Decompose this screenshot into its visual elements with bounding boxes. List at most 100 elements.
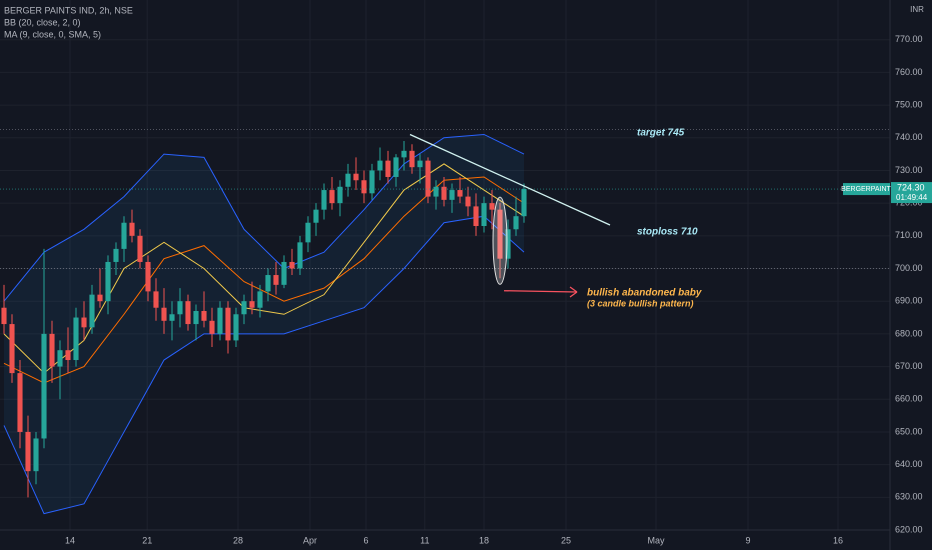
chart-title: BERGER PAINTS IND, 2h, NSE xyxy=(4,5,133,15)
countdown: 01:49:44 xyxy=(896,193,928,202)
indicator-line xyxy=(3,176,525,384)
indicator-legend: BB (20, close, 2, 0) xyxy=(4,17,81,27)
trendline xyxy=(409,133,611,226)
candle-body xyxy=(17,373,23,432)
candle-body xyxy=(329,190,335,204)
y-tick-label: 700.00 xyxy=(895,263,923,273)
annotation: bullish abandoned baby xyxy=(587,288,702,299)
symbol-tag xyxy=(843,183,890,196)
candle-body xyxy=(161,307,167,321)
candle-body xyxy=(1,307,7,325)
candle-body xyxy=(345,173,351,187)
candle-body xyxy=(441,186,447,200)
candle-body xyxy=(337,186,343,204)
candle-body xyxy=(281,261,287,285)
candle-body xyxy=(33,438,39,472)
x-tick-label: 28 xyxy=(233,535,243,545)
candle-body xyxy=(177,301,183,315)
x-tick-label: Apr xyxy=(303,535,317,545)
candle-body xyxy=(297,242,303,269)
x-tick-label: 9 xyxy=(745,535,750,545)
candle-body xyxy=(385,160,391,177)
candle-body xyxy=(41,333,47,439)
candle-body xyxy=(465,196,471,207)
currency: INR xyxy=(910,5,924,14)
candle-body xyxy=(65,350,71,361)
x-tick-label: 18 xyxy=(479,535,489,545)
candle-body xyxy=(433,186,439,197)
candle-body xyxy=(289,261,295,269)
candle-body xyxy=(369,170,375,194)
x-tick-label: 25 xyxy=(561,535,571,545)
candle-body xyxy=(305,222,311,243)
indicator-line xyxy=(3,163,525,374)
candle-body xyxy=(201,310,207,321)
x-tick-label: 21 xyxy=(142,535,152,545)
price-tag-text: 724.30 xyxy=(897,182,925,192)
y-tick-label: 660.00 xyxy=(895,394,923,404)
y-tick-label: 620.00 xyxy=(895,524,923,534)
candle-body xyxy=(257,291,263,308)
candle-body xyxy=(489,203,495,210)
annotation: (3 candle bullish pattern) xyxy=(587,298,694,308)
y-tick-label: 690.00 xyxy=(895,296,923,306)
y-tick-label: 770.00 xyxy=(895,34,923,44)
x-tick-label: 6 xyxy=(363,535,368,545)
candle-body xyxy=(129,222,135,236)
candle-body xyxy=(233,314,239,341)
candle-body xyxy=(505,229,511,259)
candle-body xyxy=(353,173,359,181)
candle-body xyxy=(153,291,159,308)
candle-body xyxy=(113,248,119,262)
candle-body xyxy=(137,235,143,262)
y-tick-label: 730.00 xyxy=(895,165,923,175)
candle-body xyxy=(449,190,455,200)
pattern-ellipse xyxy=(492,196,508,285)
candle-body xyxy=(241,301,247,315)
candle-body xyxy=(425,160,431,197)
price-tag xyxy=(891,182,932,204)
candle-body xyxy=(473,206,479,227)
symbol-tag-text: BERGERPAINT xyxy=(841,186,891,193)
candle-body xyxy=(521,189,527,217)
candle-body xyxy=(25,431,31,472)
x-tick-label: 16 xyxy=(833,535,843,545)
candle-body xyxy=(457,190,463,197)
annotation: target 745 xyxy=(637,128,685,139)
candle-body xyxy=(513,216,519,230)
candle-body xyxy=(145,261,151,292)
candle-body xyxy=(313,209,319,223)
candle-body xyxy=(217,307,223,334)
candle-body xyxy=(481,203,487,227)
indicator-line xyxy=(3,215,525,515)
candle-body xyxy=(81,317,87,328)
y-tick-label: 710.00 xyxy=(895,230,923,240)
candle-body xyxy=(169,314,175,321)
arrow xyxy=(503,290,578,293)
candle-body xyxy=(121,222,127,249)
candle-body xyxy=(361,180,367,194)
y-tick-label: 670.00 xyxy=(895,361,923,371)
indicator-line xyxy=(3,133,525,302)
indicator-legend: MA (9, close, 0, SMA, 5) xyxy=(4,29,101,39)
y-tick-label: 650.00 xyxy=(895,426,923,436)
candle-body xyxy=(49,333,55,367)
x-tick-label: 11 xyxy=(420,535,429,545)
arrow-head xyxy=(569,286,578,298)
y-tick-label: 680.00 xyxy=(895,328,923,338)
y-tick-label: 760.00 xyxy=(895,67,923,77)
candle-body xyxy=(105,261,111,302)
candle-body xyxy=(321,190,327,210)
candle-body xyxy=(89,294,95,328)
y-tick-label: 630.00 xyxy=(895,492,923,502)
candle-body xyxy=(265,275,271,292)
candle-body xyxy=(409,150,415,168)
candle-body xyxy=(97,294,103,302)
candle-body xyxy=(185,301,191,325)
y-tick-label: 750.00 xyxy=(895,99,923,109)
x-tick-label: May xyxy=(647,535,665,545)
candle-body xyxy=(393,157,399,177)
candle-body xyxy=(417,160,423,168)
